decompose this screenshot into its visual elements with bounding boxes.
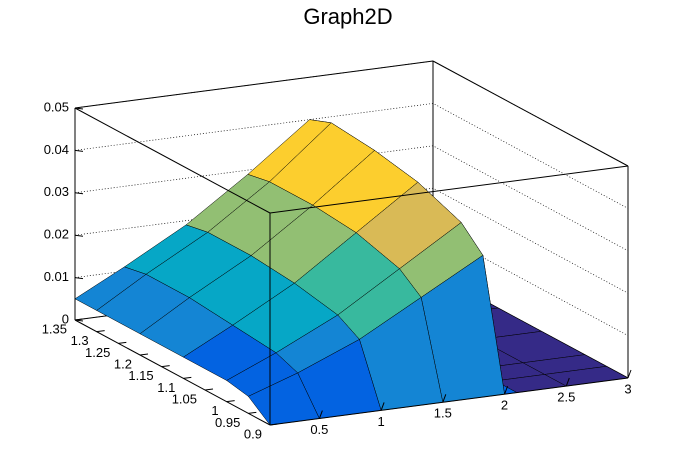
y-tick-label: 1.35 — [42, 321, 67, 336]
x-tick-label: 2.5 — [557, 390, 575, 405]
grid-line — [74, 103, 629, 209]
z-tick-label: 0.05 — [44, 99, 69, 114]
z-tick-label: 0 — [62, 311, 69, 326]
x-axis — [269, 377, 629, 426]
x-tick — [627, 369, 632, 379]
box-edge — [269, 165, 629, 214]
y-tick-label: 0.95 — [215, 415, 240, 430]
z-tick-label: 0.03 — [44, 184, 69, 199]
x-tick — [504, 386, 509, 395]
x-tick-label: 2 — [501, 398, 508, 413]
y-tick — [248, 411, 257, 414]
y-tick-label: 1.1 — [157, 380, 175, 395]
y-tick-label: 1.25 — [85, 345, 110, 360]
y-axis — [74, 319, 271, 426]
y-tick — [183, 376, 192, 379]
z-tick — [74, 149, 84, 152]
z-tick — [74, 277, 84, 280]
y-tick — [161, 365, 170, 368]
box-edge — [432, 60, 629, 167]
x-tick — [565, 377, 570, 387]
y-tick — [118, 341, 127, 344]
x-tick-label: 1 — [377, 414, 384, 429]
y-tick-label: 0.9 — [244, 426, 262, 441]
z-tick — [74, 192, 84, 195]
chart-title: Graph2D — [303, 4, 392, 29]
box-edge — [74, 60, 434, 109]
y-tick-label: 1.2 — [114, 356, 132, 371]
y-tick-label: 1.15 — [128, 368, 153, 383]
x-tick — [442, 394, 447, 403]
grid-line — [74, 145, 629, 252]
y-tick — [204, 388, 214, 391]
x-tick-label: 1.5 — [434, 406, 452, 421]
y-tick — [74, 318, 84, 321]
z-tick-label: 0.04 — [44, 142, 69, 157]
z-tick-label: 0.02 — [44, 227, 69, 242]
y-tick — [226, 400, 235, 403]
y-tick-label: 1.3 — [71, 333, 89, 348]
x-tick-label: 3 — [624, 381, 631, 396]
y-tick-label: 1 — [211, 403, 218, 418]
x-tick — [318, 410, 323, 419]
y-tick — [139, 353, 149, 356]
x-tick — [380, 402, 385, 411]
y-tick-label: 1.05 — [172, 391, 197, 406]
z-tick-label: 0.01 — [44, 269, 69, 284]
y-tick — [269, 423, 279, 426]
y-tick — [96, 330, 105, 333]
box-edge — [74, 107, 271, 214]
x-tick-label: 0.5 — [310, 422, 328, 437]
z-tick — [74, 234, 84, 237]
